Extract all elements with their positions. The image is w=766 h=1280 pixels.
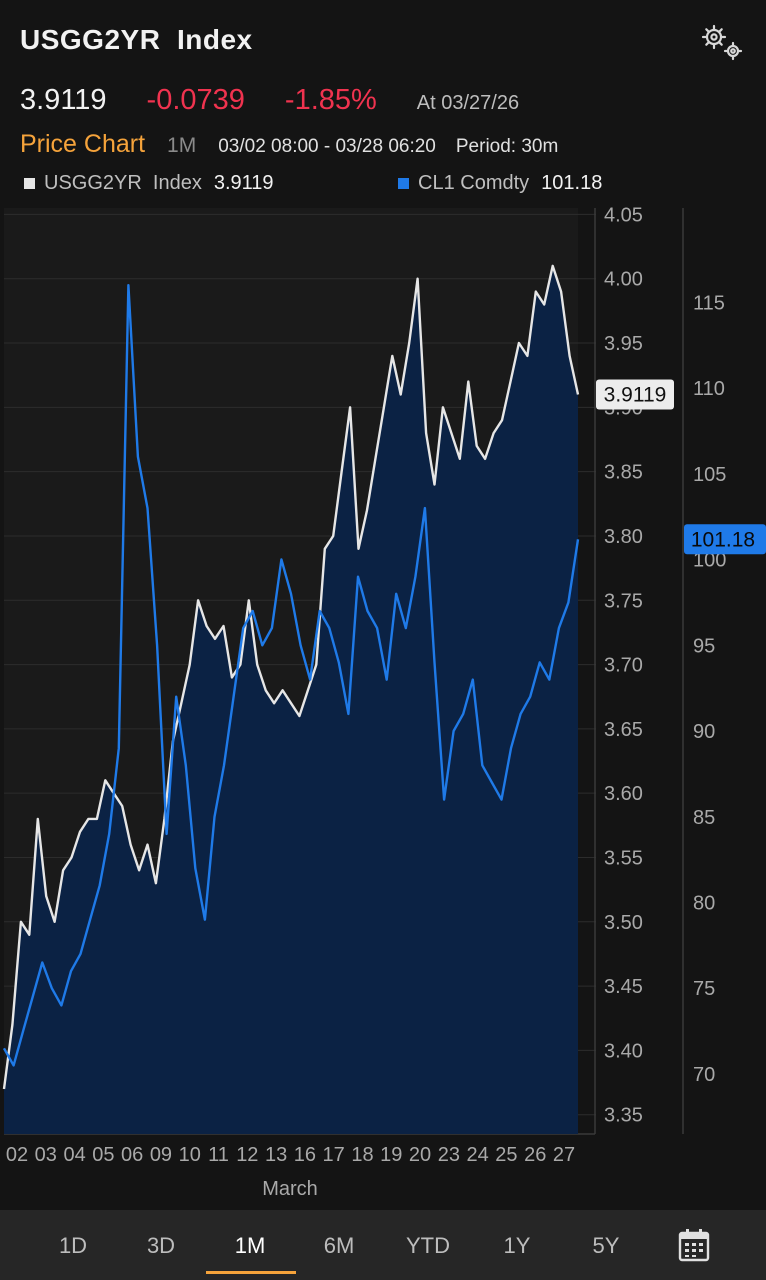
y-left-tick-label: 3.95 <box>604 333 643 355</box>
x-tick-label: 12 <box>236 1144 258 1166</box>
legend-value: 101.18 <box>541 172 603 194</box>
last-value-label-usgg2yr: 3.9119 <box>604 383 667 406</box>
legend-name: CL1 Comdty <box>418 172 530 194</box>
x-tick-label: 03 <box>35 1144 57 1166</box>
last-value-badge-usgg2yr <box>596 379 674 410</box>
y-left-tick-label: 3.70 <box>604 655 643 677</box>
x-tick-label: 24 <box>467 1144 489 1166</box>
y-left-tick-label: 3.65 <box>604 719 643 741</box>
chart-date-range: 03/02 08:00 - 03/28 06:20 <box>218 136 436 157</box>
quote-line: 3.9119 -0.0739 -1.85% At 03/27/26 <box>20 84 519 124</box>
range-tab-bar <box>0 1210 766 1280</box>
y-left-tick-label: 3.35 <box>604 1105 643 1127</box>
legend-swatch <box>398 178 409 189</box>
legend-name: USGG2YR Index <box>44 172 202 194</box>
x-tick-label: 26 <box>524 1144 546 1166</box>
x-tick-label: 13 <box>265 1144 287 1166</box>
active-tab-indicator <box>206 1271 296 1274</box>
y-right-tick-label: 100 <box>693 550 726 572</box>
y-left-tick-label: 3.40 <box>604 1040 643 1062</box>
x-tick-label: 20 <box>409 1144 431 1166</box>
tab-ytd[interactable]: YTD <box>406 1233 450 1258</box>
gears-icon[interactable] <box>698 20 746 64</box>
chart-range: 1M <box>167 134 197 157</box>
y-right-tick-label: 95 <box>693 635 715 657</box>
x-tick-label: 19 <box>380 1144 402 1166</box>
x-tick-label: 17 <box>323 1144 345 1166</box>
chart-period: Period: 30m <box>455 136 559 157</box>
net-change: -0.0739 <box>146 84 245 116</box>
x-tick-label: 09 <box>150 1144 172 1166</box>
x-tick-label: 10 <box>179 1144 201 1166</box>
y-left-tick-label: 3.45 <box>604 976 643 998</box>
x-tick-label: 16 <box>294 1144 316 1166</box>
series-line-usgg2yr <box>2 264 580 1090</box>
calendar-icon[interactable] <box>678 1228 710 1262</box>
chart-title: Price Chart <box>20 130 146 158</box>
last-price: 3.9119 <box>20 84 107 116</box>
y-right-tick-label: 115 <box>693 292 725 314</box>
y-right-tick-label: 70 <box>693 1064 715 1086</box>
x-tick-label: 05 <box>92 1144 114 1166</box>
y-right-tick-label: 90 <box>693 721 715 743</box>
as-of-date: At 03/27/26 <box>416 92 520 114</box>
x-tick-label: 06 <box>121 1144 143 1166</box>
y-left-tick-label: 3.75 <box>604 590 643 612</box>
y-left-tick-label: 3.55 <box>604 847 643 869</box>
chart-subheader: Price Chart 1M 03/02 08:00 - 03/28 06:20… <box>20 130 558 159</box>
tab-5y[interactable]: 5Y <box>592 1233 620 1258</box>
legend-item-cl1: CL1 Comdty 101.18 <box>398 172 602 195</box>
y-left-tick-label: 3.80 <box>604 526 643 548</box>
legend-item-usgg2yr: USGG2YR Index 3.9119 <box>24 172 274 195</box>
tab-3d[interactable]: 3D <box>146 1233 176 1258</box>
y-left-tick-label: 3.60 <box>604 783 643 805</box>
percent-change: -1.85% <box>284 84 377 116</box>
y-right-tick-label: 80 <box>693 893 715 915</box>
x-axis-label: March <box>262 1178 318 1200</box>
security-title: USGG2YR Index <box>20 24 253 55</box>
tab-1m[interactable]: 1M <box>234 1233 266 1258</box>
x-tick-label: 25 <box>495 1144 517 1166</box>
legend-value: 3.9119 <box>213 172 274 194</box>
x-tick-label: 23 <box>438 1144 460 1166</box>
y-left-tick-label: 3.85 <box>604 462 643 484</box>
tab-1y[interactable]: 1Y <box>503 1233 531 1258</box>
series-area-usgg2yr <box>4 265 578 1134</box>
legend-swatch <box>24 178 35 189</box>
x-tick-label: 04 <box>63 1144 85 1166</box>
y-left-tick-label: 4.00 <box>604 269 643 291</box>
y-left-tick-label: 3.50 <box>604 912 643 934</box>
y-right-tick-label: 85 <box>693 807 715 829</box>
y-left-tick-label: 4.05 <box>604 204 643 226</box>
quote-header: USGG2YR Index 3.9119 <box>0 0 766 210</box>
x-tick-label: 18 <box>351 1144 373 1166</box>
last-value-badge-cl1 <box>684 524 766 555</box>
y-right-tick-label: 105 <box>693 464 726 486</box>
last-value-label-cl1: 101.18 <box>691 528 755 551</box>
x-tick-label: 11 <box>208 1144 229 1166</box>
x-tick-label: 27 <box>553 1144 575 1166</box>
y-right-tick-label: 110 <box>693 378 725 400</box>
tab-1d[interactable]: 1D <box>58 1233 88 1258</box>
x-tick-label: 02 <box>6 1144 28 1166</box>
series-line-cl1 <box>2 284 580 1067</box>
price-chart[interactable]: 3.35 3.40 3.45 3.50 3.55 3.60 3.65 3.70 3.75 3.80… <box>0 200 766 1205</box>
y-right-tick-label: 75 <box>693 978 715 1000</box>
tab-6m[interactable]: 6M <box>323 1233 355 1258</box>
